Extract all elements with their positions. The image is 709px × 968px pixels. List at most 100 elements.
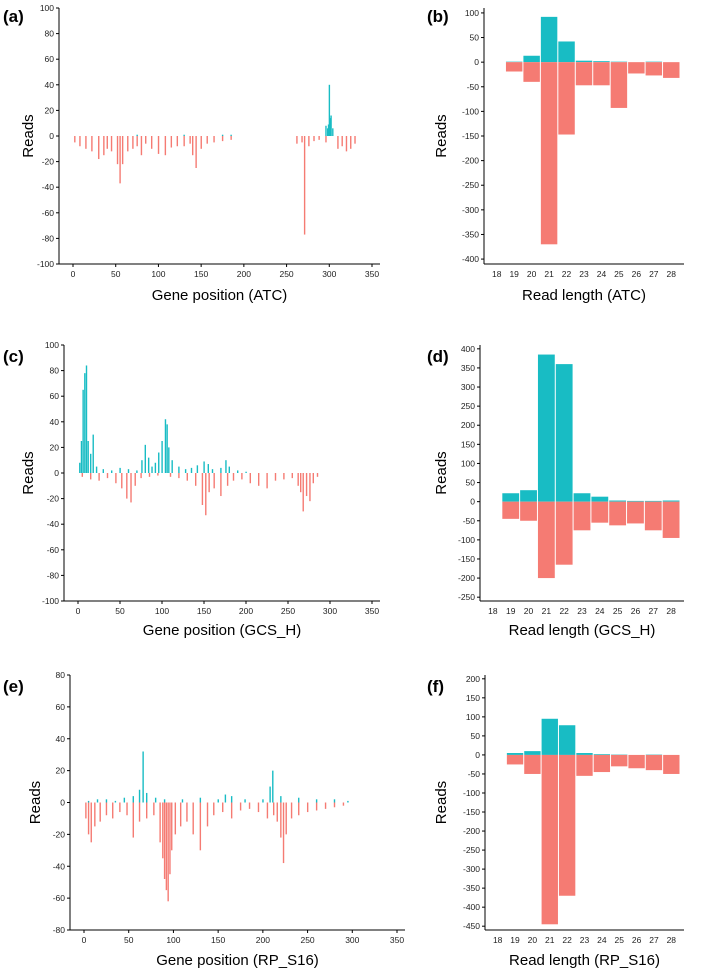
antisense-bar [593,62,610,86]
y-tick-label: 20 [50,442,60,452]
antisense-bar [644,501,662,531]
x-tick-label: 22 [562,935,572,945]
panel-label: (b) [427,7,449,26]
x-tick-label: 200 [256,935,270,945]
antisense-bar [174,802,177,835]
x-axis-title: Gene position (ATC) [152,287,288,304]
antisense-bar [140,473,142,479]
antisense-bar [81,473,83,477]
antisense-bar [266,802,269,819]
antisense-bar [199,802,202,851]
antisense-bar [325,136,327,143]
sense-bar [161,441,163,473]
x-tick-label: 150 [197,606,211,616]
x-tick-label: 21 [544,269,554,279]
x-tick-label: 26 [632,269,642,279]
antisense-bar [220,473,222,497]
y-tick-label: 400 [461,344,475,354]
sense-bar [520,490,537,502]
antisense-bar [121,473,123,489]
x-tick-label: 21 [542,606,552,616]
antisense-bar [575,62,593,86]
antisense-bar [178,473,180,479]
antisense-bar [272,802,275,816]
panel-a: (a) -100 -80 -60 -40 -20 0 20 40 60 80 100 0 50 100 150… [3,3,380,304]
sense-bar [136,134,138,136]
sense-bar [211,469,214,473]
antisense-bar [134,473,136,486]
y-tick-label: 40 [45,80,55,90]
x-tick-label: 50 [124,935,134,945]
y-tick-label: -40 [53,861,66,871]
sense-bar [181,799,184,803]
sense-bar [199,797,202,803]
x-tick-label: 28 [667,935,677,945]
antisense-bar [324,802,327,809]
antisense-bar [628,62,645,74]
y-tick-label: 0 [475,750,480,760]
y-tick-label: -150 [463,807,480,817]
sense-bar [280,796,282,803]
x-tick-label: 28 [667,269,677,279]
y-tick-label: 60 [45,54,55,64]
y-tick-label: -20 [42,157,55,167]
antisense-bar [213,473,215,489]
antisense-bar [540,62,558,245]
antisense-bar [232,473,235,481]
antisense-bar [186,802,188,822]
antisense-bar [116,136,119,165]
y-tick-label: 0 [60,798,65,808]
y-tick-label: -100 [37,259,54,269]
sense-bar [326,128,329,136]
x-axis-title: Read length (GCS_H) [509,622,656,639]
x-tick-label: 250 [281,606,295,616]
y-tick-label: -50 [468,769,481,779]
panel-label: (e) [3,677,24,696]
antisense-bar [663,754,680,774]
antisense-bar [206,802,209,827]
antisense-bar [663,62,680,78]
antisense-bar [192,136,194,156]
x-tick-label: 150 [211,935,225,945]
antisense-bar [312,473,314,484]
antisense-bar [192,802,194,835]
antisense-bar [257,802,260,813]
antisense-bar [169,473,172,477]
x-tick-label: 24 [595,606,605,616]
y-tick-label: 20 [56,766,66,776]
sense-bar [537,354,555,502]
y-tick-label: -150 [462,131,479,141]
sense-bar [154,797,157,803]
sense-bar [333,799,336,803]
y-axis-title: Reads [27,781,44,824]
sense-bar [114,800,117,803]
sense-bar [330,115,332,136]
antisense-bar [74,136,76,143]
sense-bar [136,470,138,473]
antisense-bar [205,473,207,516]
antisense-bar [537,501,555,579]
y-tick-label: 150 [461,439,475,449]
antisense-bar [119,802,121,813]
sense-bar [506,753,524,755]
x-tick-label: 19 [509,269,519,279]
y-axis-title: Reads [433,451,450,494]
antisense-bar [195,136,197,168]
antisense-bar [87,802,90,835]
x-tick-label: 300 [345,935,359,945]
antisense-bar [150,136,153,149]
antisense-bar [350,136,352,149]
panel-label: (d) [427,347,449,366]
antisense-bar [90,473,92,480]
sense-bar [576,753,593,755]
x-tick-label: 100 [166,935,180,945]
sense-bar [102,469,104,473]
sense-bar [230,796,233,803]
sense-bar [224,794,227,803]
sense-bar [244,799,246,803]
sense-bar [111,470,113,473]
antisense-bar [157,136,160,154]
x-axis-title: Read length (RP_S16) [509,952,660,968]
antisense-bar [222,802,224,813]
